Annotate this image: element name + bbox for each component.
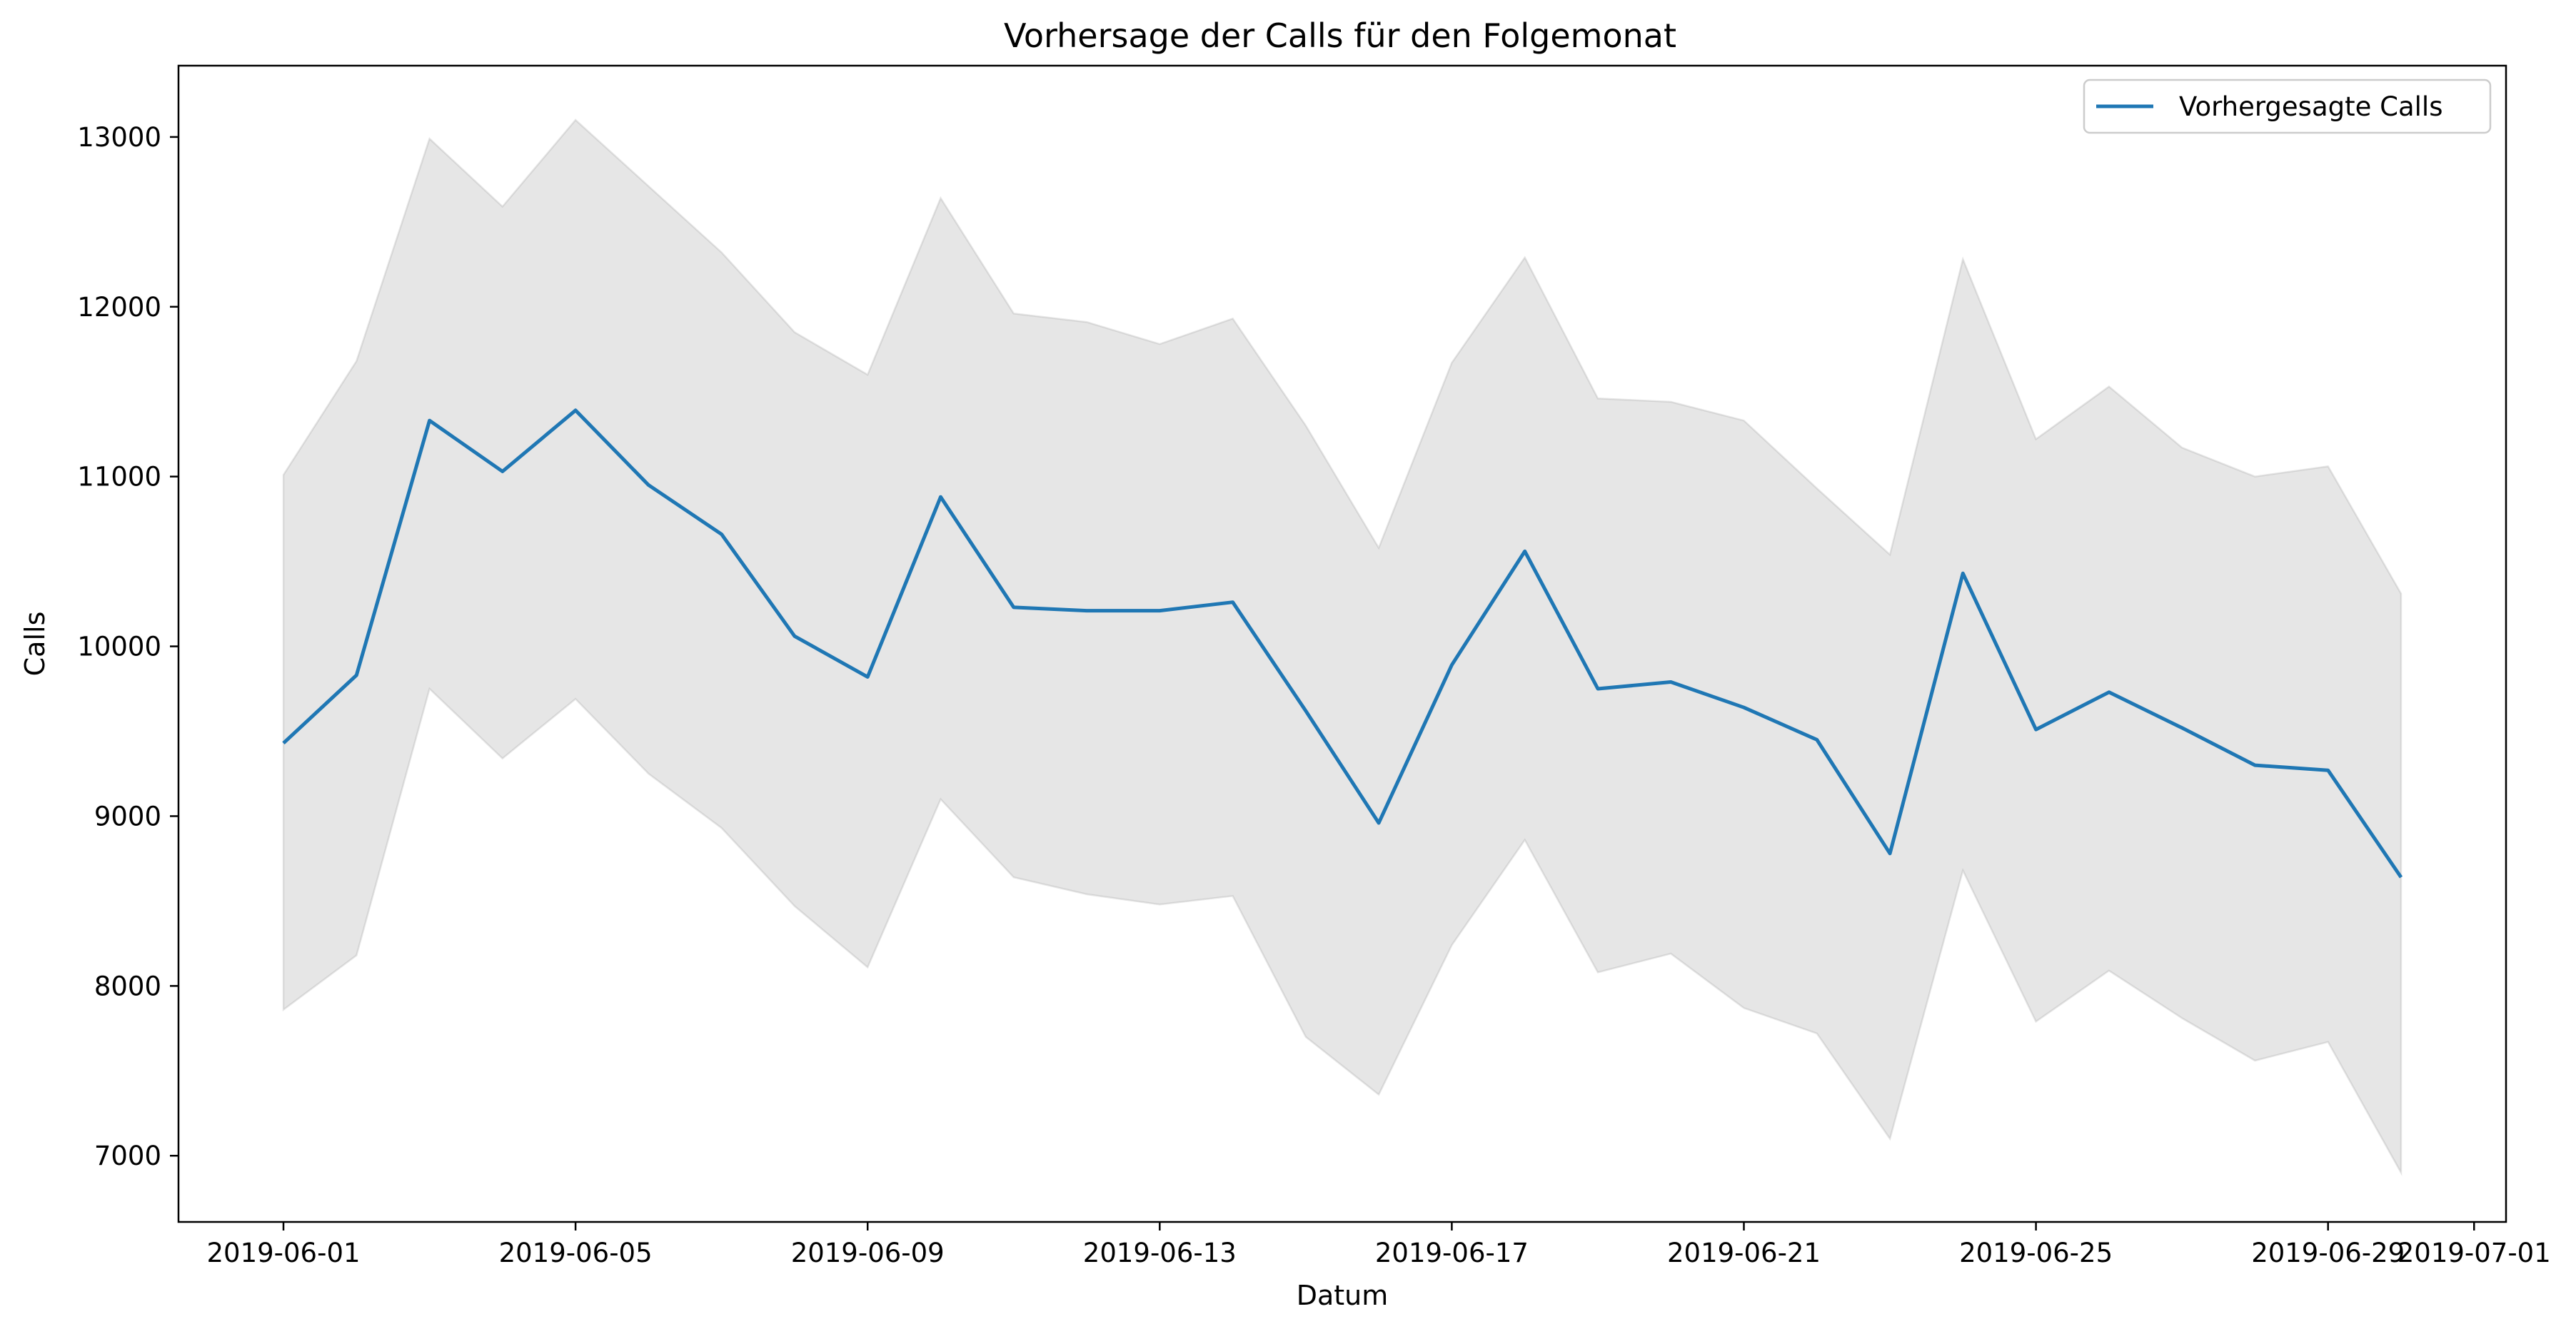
y-tick-label: 12000 bbox=[77, 292, 161, 323]
x-tick-label: 2019-06-29 bbox=[2251, 1238, 2405, 1268]
series-line-0 bbox=[282, 408, 2403, 879]
x-tick-label: 2019-06-01 bbox=[207, 1238, 361, 1268]
y-tick-label: 10000 bbox=[77, 632, 161, 662]
x-axis-label: Datum bbox=[1297, 1280, 1389, 1311]
y-tick-label: 13000 bbox=[77, 122, 161, 153]
x-tick-label: 2019-07-01 bbox=[2398, 1238, 2551, 1268]
plot-area-frame bbox=[177, 64, 2507, 1223]
y-tick-label: 7000 bbox=[94, 1141, 161, 1171]
y-axis-ticks: 7000 8000 9000 10000 11000 12000 13000 bbox=[77, 122, 178, 1171]
y-tick-label: 8000 bbox=[94, 971, 161, 1001]
x-tick-label: 2019-06-09 bbox=[791, 1238, 945, 1268]
x-tick-label: 2019-06-05 bbox=[499, 1238, 653, 1268]
chart-title: Vorhersage der Calls für den Folgemonat bbox=[1004, 16, 1676, 55]
x-axis-ticks: 2019-06-01 2019-06-05 2019-06-09 2019-06-13… bbox=[207, 1222, 2551, 1268]
y-axis-label: Calls bbox=[19, 612, 51, 677]
legend-box bbox=[2083, 79, 2492, 134]
x-tick-label: 2019-06-21 bbox=[1667, 1238, 1821, 1268]
y-tick-label: 11000 bbox=[77, 462, 161, 492]
series-line-layer bbox=[282, 408, 2403, 879]
x-tick-label: 2019-06-25 bbox=[1959, 1238, 2113, 1268]
confidence-band-layer bbox=[282, 118, 2403, 1176]
y-tick-label: 9000 bbox=[94, 801, 161, 832]
x-tick-label: 2019-06-13 bbox=[1083, 1238, 1237, 1268]
x-tick-label: 2019-06-17 bbox=[1375, 1238, 1529, 1268]
legend-label: Vorhergesagte Calls bbox=[2179, 91, 2442, 122]
confidence-band bbox=[282, 118, 2403, 1176]
legend: Vorhergesagte Calls bbox=[2083, 79, 2492, 134]
